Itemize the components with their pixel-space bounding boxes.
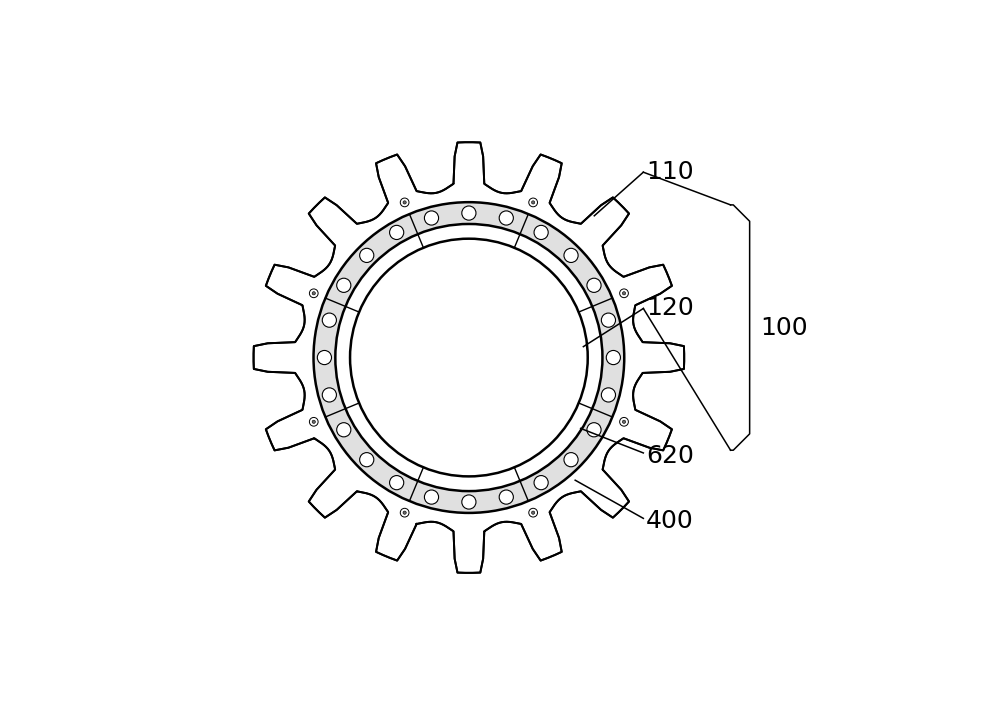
Circle shape — [322, 388, 336, 402]
Circle shape — [350, 239, 588, 476]
Circle shape — [564, 249, 578, 263]
Circle shape — [335, 224, 602, 491]
Circle shape — [312, 420, 315, 423]
Circle shape — [314, 202, 624, 513]
Circle shape — [317, 350, 332, 365]
Circle shape — [360, 452, 374, 467]
Circle shape — [390, 225, 404, 239]
Text: 110: 110 — [646, 160, 694, 184]
Circle shape — [462, 206, 476, 220]
Circle shape — [400, 508, 409, 517]
Circle shape — [403, 511, 406, 514]
Circle shape — [564, 452, 578, 467]
Circle shape — [337, 278, 351, 292]
Circle shape — [620, 418, 628, 426]
Circle shape — [424, 490, 439, 504]
Circle shape — [499, 490, 513, 504]
Circle shape — [529, 508, 538, 517]
Circle shape — [534, 476, 548, 490]
Circle shape — [601, 313, 616, 327]
Circle shape — [532, 201, 535, 204]
Circle shape — [322, 313, 336, 327]
Circle shape — [462, 495, 476, 509]
Circle shape — [587, 278, 601, 292]
Circle shape — [337, 423, 351, 437]
Circle shape — [312, 292, 315, 295]
Text: 620: 620 — [646, 444, 694, 468]
Text: 100: 100 — [761, 316, 808, 340]
Circle shape — [309, 289, 318, 297]
Circle shape — [622, 420, 626, 423]
Circle shape — [534, 225, 548, 239]
Circle shape — [424, 211, 439, 225]
Circle shape — [620, 289, 628, 297]
Circle shape — [499, 211, 513, 225]
Polygon shape — [254, 142, 684, 573]
Circle shape — [390, 476, 404, 490]
Text: 120: 120 — [646, 297, 694, 321]
Text: 400: 400 — [646, 509, 694, 533]
Circle shape — [587, 423, 601, 437]
Circle shape — [532, 511, 535, 514]
Circle shape — [403, 201, 406, 204]
Circle shape — [622, 292, 626, 295]
Circle shape — [606, 350, 620, 365]
Circle shape — [309, 418, 318, 426]
Circle shape — [360, 249, 374, 263]
Circle shape — [601, 388, 616, 402]
Circle shape — [400, 198, 409, 207]
Circle shape — [529, 198, 538, 207]
